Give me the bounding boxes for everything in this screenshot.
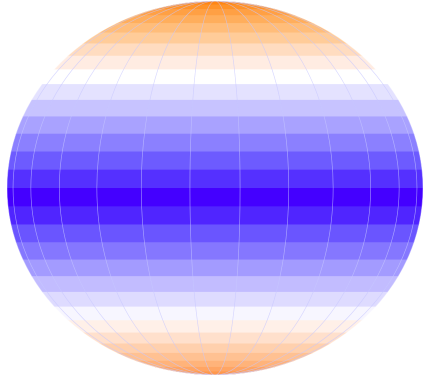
meridian-line xyxy=(30,1,400,375)
latitude-band xyxy=(7,366,423,373)
latitude-band xyxy=(7,259,423,277)
latitude-band xyxy=(7,43,423,57)
latitude-band xyxy=(7,32,423,45)
meridian-line xyxy=(30,1,400,375)
latitude-band xyxy=(7,343,423,354)
latitude-band xyxy=(7,4,423,10)
latitude-band xyxy=(7,320,423,334)
latitude-band xyxy=(7,99,423,118)
latitude-band xyxy=(7,84,423,101)
latitude-band xyxy=(7,9,423,16)
latitude-band xyxy=(7,1,423,6)
longitude-grid xyxy=(7,1,423,375)
latitude-band xyxy=(7,151,423,171)
latitude-band xyxy=(7,15,423,24)
latitude-band xyxy=(7,116,423,135)
latitude-band xyxy=(7,69,423,85)
latitude-band xyxy=(7,169,423,189)
latitude-band xyxy=(7,276,423,293)
latitude-band xyxy=(7,188,423,207)
meridian-line xyxy=(96,1,334,375)
meridian-line xyxy=(140,1,290,375)
latitude-band xyxy=(7,133,423,153)
latitude-bands xyxy=(7,1,423,375)
meridian-line xyxy=(96,1,334,375)
latitude-band xyxy=(7,352,423,362)
meridian-line xyxy=(59,1,371,375)
latitude-band xyxy=(7,55,423,70)
meridian-line xyxy=(189,1,241,375)
latitude-band xyxy=(7,374,423,375)
meridian-line xyxy=(12,1,418,375)
latitude-band xyxy=(7,291,423,308)
latitude-band xyxy=(7,371,423,375)
latitude-band xyxy=(7,306,423,321)
meridian-line xyxy=(59,1,371,375)
latitude-band xyxy=(7,332,423,345)
meridian-line xyxy=(12,1,418,375)
latitude-band xyxy=(7,206,423,226)
meridian-line xyxy=(189,1,241,375)
meridian-line xyxy=(140,1,290,375)
latitude-band xyxy=(7,1,423,3)
latitude-band xyxy=(7,23,423,34)
latitude-band xyxy=(7,224,423,243)
latitude-band xyxy=(7,360,423,368)
latitude-band xyxy=(7,242,423,261)
